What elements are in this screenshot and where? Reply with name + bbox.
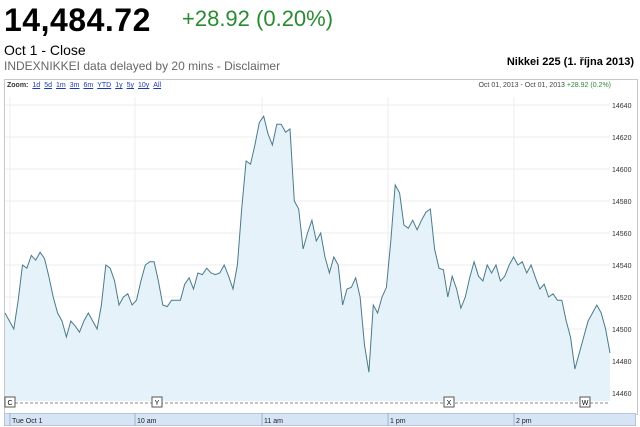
x-tick-label: Tue Oct 1: [12, 418, 43, 425]
zoom-label: Zoom:: [7, 82, 29, 89]
price-change: +28.92 (0.20%): [182, 6, 334, 31]
event-marker-label: C: [7, 400, 12, 407]
zoom-1d[interactable]: 1d: [32, 82, 41, 89]
price-area: [5, 116, 610, 401]
time-axis-bar: [4, 413, 636, 426]
data-delay-note: INDEXNIKKEI data delayed by 20 mins - Di…: [4, 59, 281, 73]
zoom-10y[interactable]: 10y: [138, 82, 150, 89]
price-line[interactable]: [4, 114, 611, 373]
zoom-1y[interactable]: 1y: [115, 82, 123, 89]
zoom-1m[interactable]: 1m: [55, 82, 66, 89]
event-marker-flag[interactable]: [579, 396, 591, 408]
zoom-3m[interactable]: 3m: [69, 82, 80, 89]
chart-title: Nikkei 225 (1. října 2013): [506, 56, 634, 68]
y-tick-label: 14640: [612, 103, 632, 110]
event-marker-flag[interactable]: [443, 396, 455, 408]
y-tick-label: 14620: [612, 135, 632, 142]
event-marker-flag[interactable]: [151, 396, 163, 408]
y-tick-label: 14500: [612, 327, 632, 334]
x-tick-label: 2 pm: [516, 418, 532, 425]
event-marker-label: Y: [155, 400, 160, 407]
y-tick-label: 14600: [612, 167, 632, 174]
session-label: Oct 1 - Close: [4, 42, 86, 58]
event-marker-label: X: [447, 400, 452, 407]
date-range-text: Oct 01, 2013 - Oct 01, 2013: [478, 82, 565, 89]
x-tick-label: 11 am: [264, 418, 283, 425]
zoom-5d[interactable]: 5d: [44, 82, 52, 89]
y-tick-label: 14580: [612, 199, 632, 206]
event-marker-flag[interactable]: [4, 396, 16, 408]
date-range: Oct 01, 2013 - Oct 01, 2013 +28.92 (0.2%…: [478, 82, 611, 89]
zoom-bar: Zoom: 1d 5d 1m 3m 6m YTD 1y 5y 10y All: [7, 82, 161, 89]
y-tick-label: 14520: [612, 295, 632, 302]
zoom-all[interactable]: All: [153, 82, 162, 89]
y-tick-label: 14460: [612, 391, 632, 398]
y-tick-label: 14560: [612, 231, 632, 238]
zoom-6m[interactable]: 6m: [83, 82, 94, 89]
x-tick-label: 1 pm: [390, 418, 406, 425]
y-tick-label: 14540: [612, 263, 632, 270]
zoom-ytd[interactable]: YTD: [97, 82, 112, 89]
y-tick-label: 14480: [612, 359, 632, 366]
index-price: 14,484.72: [4, 2, 151, 38]
range-change: +28.92 (0.2%): [566, 82, 611, 89]
zoom-5y[interactable]: 5y: [126, 82, 134, 89]
event-marker-label: W: [582, 400, 589, 407]
x-tick-label: 10 am: [137, 418, 157, 425]
